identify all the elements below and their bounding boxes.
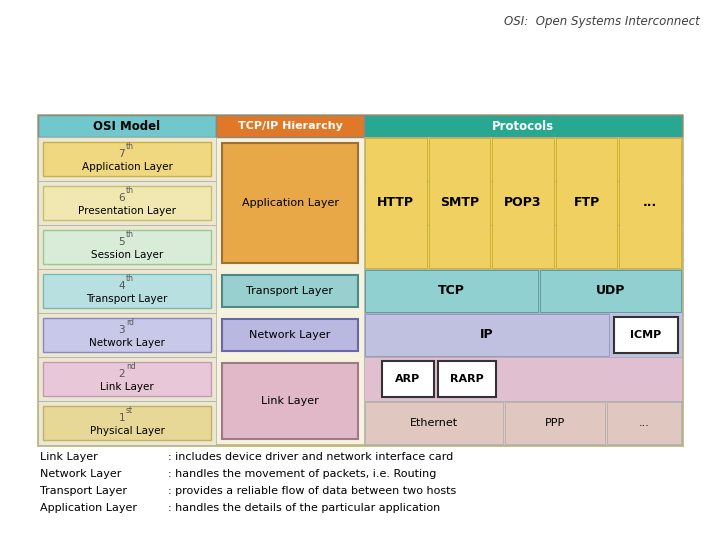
Text: : handles the details of the particular application: : handles the details of the particular … bbox=[168, 503, 440, 513]
Bar bbox=[428, 138, 490, 268]
Text: HTTP: HTTP bbox=[377, 197, 414, 210]
Text: st: st bbox=[126, 406, 133, 415]
Bar bbox=[438, 361, 496, 397]
Text: Transport Layer: Transport Layer bbox=[86, 294, 168, 304]
Text: 5: 5 bbox=[118, 237, 125, 247]
Text: FTP: FTP bbox=[573, 197, 600, 210]
Bar bbox=[38, 401, 216, 445]
Bar bbox=[38, 137, 216, 181]
Text: OSI Model: OSI Model bbox=[94, 119, 161, 132]
Bar bbox=[365, 314, 609, 356]
Text: nd: nd bbox=[126, 362, 136, 371]
Text: th: th bbox=[126, 230, 134, 239]
Bar bbox=[610, 313, 682, 357]
Text: Session Layer: Session Layer bbox=[91, 250, 163, 260]
Text: th: th bbox=[126, 186, 134, 195]
Bar bbox=[43, 362, 211, 396]
Bar bbox=[43, 274, 211, 308]
Text: Transport Layer: Transport Layer bbox=[246, 286, 333, 296]
Bar bbox=[382, 361, 434, 397]
Bar bbox=[619, 138, 681, 268]
Text: TCP: TCP bbox=[438, 285, 465, 298]
Bar bbox=[364, 401, 682, 445]
Text: TCP/IP Hierarchy: TCP/IP Hierarchy bbox=[238, 121, 343, 131]
Text: 1: 1 bbox=[118, 413, 125, 423]
Bar bbox=[364, 181, 682, 225]
Bar bbox=[38, 313, 216, 357]
Text: Network Layer: Network Layer bbox=[89, 338, 165, 348]
Text: Ethernet: Ethernet bbox=[410, 418, 458, 428]
Text: ...: ... bbox=[643, 197, 657, 210]
Bar bbox=[222, 275, 358, 307]
Bar bbox=[540, 270, 681, 312]
Bar bbox=[365, 270, 538, 312]
Text: Presentation Layer: Presentation Layer bbox=[78, 206, 176, 216]
Bar bbox=[43, 230, 211, 264]
Bar bbox=[607, 402, 681, 444]
Text: Application Layer: Application Layer bbox=[81, 162, 172, 172]
Bar bbox=[364, 357, 682, 401]
Text: SMTP: SMTP bbox=[440, 197, 479, 210]
Bar bbox=[38, 357, 216, 401]
Bar bbox=[38, 225, 216, 269]
Bar bbox=[38, 181, 216, 225]
Bar bbox=[43, 142, 211, 176]
Bar bbox=[364, 225, 682, 269]
Text: 2: 2 bbox=[118, 369, 125, 379]
Bar bbox=[364, 115, 682, 137]
Text: 7: 7 bbox=[118, 148, 125, 159]
Text: Link Layer: Link Layer bbox=[40, 452, 98, 462]
Text: OSI:  Open Systems Interconnect: OSI: Open Systems Interconnect bbox=[504, 15, 700, 28]
Bar bbox=[365, 138, 426, 268]
Text: IP: IP bbox=[480, 328, 494, 341]
Text: 4: 4 bbox=[118, 281, 125, 291]
Bar bbox=[38, 115, 682, 445]
Bar bbox=[222, 319, 358, 351]
Text: : handles the movement of packets, i.e. Routing: : handles the movement of packets, i.e. … bbox=[168, 469, 436, 479]
Text: th: th bbox=[126, 274, 134, 283]
Bar bbox=[216, 115, 364, 137]
Text: POP3: POP3 bbox=[504, 197, 541, 210]
Bar bbox=[364, 269, 682, 313]
Bar bbox=[222, 143, 358, 263]
Text: Transport Layer: Transport Layer bbox=[40, 486, 127, 496]
Bar bbox=[365, 402, 503, 444]
Bar bbox=[222, 363, 358, 439]
Bar bbox=[556, 138, 618, 268]
Text: th: th bbox=[126, 141, 134, 151]
Text: Physical Layer: Physical Layer bbox=[89, 426, 164, 436]
Text: Network Layer: Network Layer bbox=[249, 330, 330, 340]
Bar bbox=[38, 115, 216, 137]
Text: UDP: UDP bbox=[595, 285, 625, 298]
Text: Link Layer: Link Layer bbox=[261, 396, 319, 406]
Text: Application Layer: Application Layer bbox=[40, 503, 137, 513]
Text: : includes device driver and network interface card: : includes device driver and network int… bbox=[168, 452, 454, 462]
Text: 6: 6 bbox=[118, 193, 125, 202]
Text: Network Layer: Network Layer bbox=[40, 469, 122, 479]
Text: ...: ... bbox=[639, 418, 649, 428]
Text: Protocols: Protocols bbox=[492, 119, 554, 132]
Text: ARP: ARP bbox=[395, 374, 420, 384]
Bar bbox=[43, 186, 211, 220]
Text: PPP: PPP bbox=[544, 418, 565, 428]
Bar bbox=[614, 317, 678, 353]
Bar bbox=[505, 402, 605, 444]
Text: RARP: RARP bbox=[450, 374, 484, 384]
Text: 3: 3 bbox=[118, 325, 125, 335]
Bar bbox=[43, 406, 211, 440]
Bar bbox=[38, 269, 216, 313]
Text: Application Layer: Application Layer bbox=[241, 198, 338, 208]
Bar bbox=[43, 318, 211, 352]
Text: ICMP: ICMP bbox=[631, 330, 662, 340]
Bar bbox=[492, 138, 554, 268]
Bar bbox=[364, 313, 682, 357]
Text: rd: rd bbox=[126, 318, 134, 327]
Bar bbox=[364, 137, 682, 181]
Text: Link Layer: Link Layer bbox=[100, 382, 154, 392]
Text: : provides a reliable flow of data between two hosts: : provides a reliable flow of data betwe… bbox=[168, 486, 456, 496]
